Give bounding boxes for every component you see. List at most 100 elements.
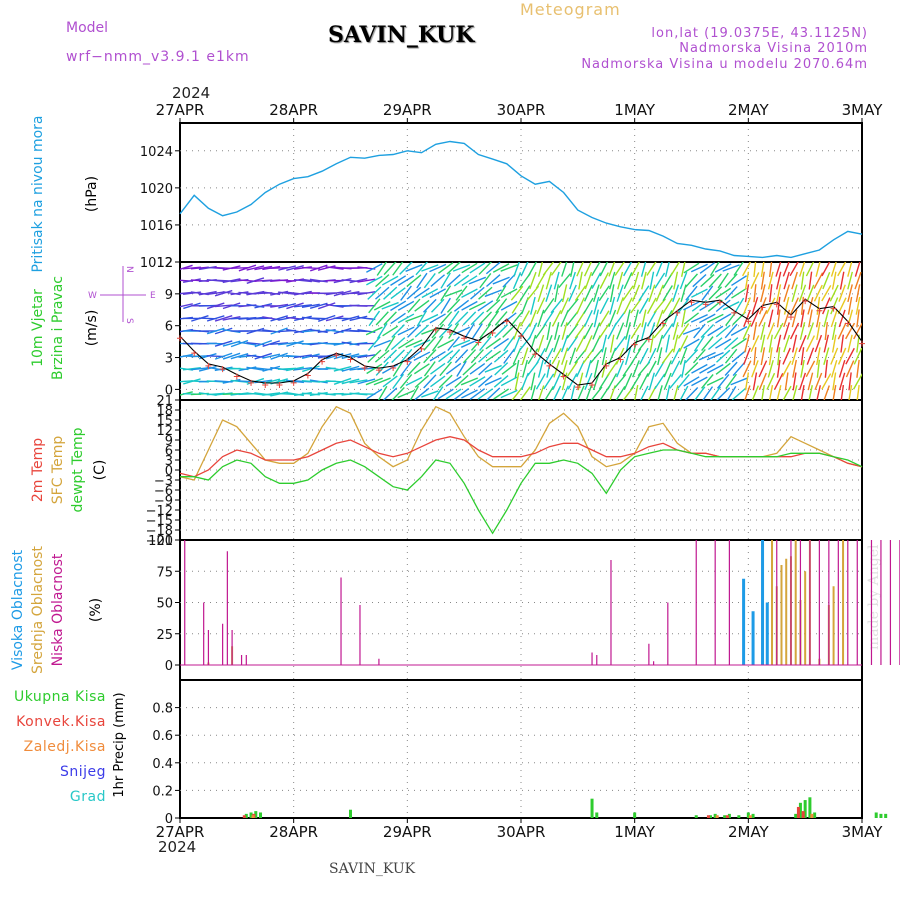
- wind-arrow: [365, 377, 383, 386]
- wind-arrow: [682, 327, 701, 335]
- precip-bar: [633, 812, 637, 818]
- wind-arrow: [357, 278, 376, 283]
- precip-bar: [694, 815, 698, 818]
- wind-arrow: [813, 284, 823, 302]
- clouds-frame: [179, 539, 863, 681]
- wind-arrow: [638, 285, 650, 302]
- wind-arrow: [776, 359, 781, 378]
- wind-arrow: [414, 287, 430, 299]
- wind-arrow: [798, 262, 806, 277]
- wind-arrow: [530, 372, 536, 391]
- wind-arrow: [511, 386, 524, 400]
- wind-arrow: [413, 339, 431, 348]
- wind-arrow: [632, 334, 640, 353]
- temperature-y-tick-label: −9: [154, 494, 173, 509]
- wind-arrow: [464, 323, 475, 339]
- precip-bar: [808, 797, 812, 818]
- precip-bar: [803, 800, 807, 818]
- wind-arrow: [530, 296, 536, 315]
- wind-arrow: [848, 372, 852, 391]
- wind-arrow: [446, 274, 461, 288]
- wind-arrow: [405, 264, 423, 272]
- temp-ylabel: 2m Temp: [30, 438, 46, 502]
- wind-arrow: [701, 374, 714, 389]
- wind-arrow: [214, 289, 233, 297]
- wind-arrow: [382, 375, 398, 388]
- wind-arrow: [845, 322, 856, 340]
- pressure-panel: [179, 122, 863, 263]
- wind-arrow: [776, 385, 782, 400]
- wind-arrow: [824, 359, 828, 378]
- wind-arrow: [416, 310, 428, 327]
- wind-arrow: [599, 272, 609, 289]
- wind-arrow: [513, 334, 521, 353]
- cloud-bar: [667, 602, 669, 665]
- precip-bar: [884, 813, 888, 818]
- wind-arrow: [553, 334, 561, 353]
- wind-arrow: [784, 372, 789, 391]
- wind-arrow: [246, 366, 265, 372]
- wind-arrow: [439, 311, 453, 326]
- cloud-bar: [804, 571, 807, 665]
- wind-arrow: [791, 284, 798, 303]
- wind-arrow: [437, 338, 454, 349]
- cloud-bar: [765, 602, 769, 665]
- wind-arrow: [655, 284, 664, 302]
- wind-arrow: [554, 322, 560, 340]
- wind-arrow: [684, 349, 699, 364]
- wind-arrow: [537, 359, 544, 378]
- wind-arrow: [855, 296, 861, 315]
- precip-bar: [251, 815, 255, 818]
- wind-arrow: [640, 262, 647, 277]
- wind-arrow: [246, 392, 265, 396]
- wind-arrow: [709, 262, 720, 277]
- wind-arrow: [742, 262, 752, 277]
- wind-arrow: [585, 385, 593, 400]
- wind-arrow: [656, 334, 664, 353]
- wind-arrow: [454, 349, 469, 364]
- wind-ylabel: Brzina i Pravac: [50, 276, 66, 380]
- wind-arrow: [744, 372, 750, 391]
- wind-arrow: [566, 298, 579, 314]
- wind-arrow: [469, 363, 486, 375]
- wind-arrow: [421, 264, 439, 272]
- wind-arrow: [392, 373, 405, 390]
- cloud-bar: [880, 540, 882, 665]
- wind-arrow: [691, 376, 708, 387]
- wind-arrow: [405, 339, 423, 348]
- wind-gust-marker: [574, 384, 581, 391]
- wind-arrow: [575, 335, 586, 352]
- wind-arrow: [537, 334, 545, 353]
- wind-arrow: [583, 262, 592, 277]
- precip-bar: [879, 813, 883, 818]
- wind-arrow: [414, 299, 430, 312]
- x-tick-label-top: 3MAY: [842, 101, 884, 119]
- precip-bar: [748, 815, 752, 818]
- cloud-bar: [751, 611, 755, 665]
- wind-arrow: [485, 337, 501, 350]
- wind-arrow: [683, 376, 700, 387]
- wind-arrow: [429, 288, 446, 299]
- wind-arrow: [715, 324, 731, 338]
- wind-arrow: [479, 323, 492, 339]
- wind-arrow: [333, 277, 352, 284]
- wind-arrow: [673, 271, 679, 290]
- clouds-panel: [179, 539, 863, 681]
- wind-arrow: [406, 274, 422, 287]
- wind-arrow: [672, 284, 680, 302]
- wind-arrow: [333, 290, 352, 297]
- wind-arrow: [407, 324, 421, 338]
- wind-arrow: [799, 322, 806, 340]
- wind-arrow: [608, 262, 616, 277]
- wind-arrow: [198, 290, 217, 296]
- wind-arrow: [406, 286, 422, 300]
- wind-arrow: [214, 352, 233, 360]
- wind-arrow: [368, 310, 381, 327]
- wind-arrow: [430, 362, 446, 375]
- wind-arrow: [368, 298, 381, 314]
- wind-arrow: [349, 354, 368, 358]
- clouds-y-tick-label: 100: [148, 534, 173, 549]
- wind-arrow: [383, 286, 398, 300]
- pressure-y-tick-label: 1020: [140, 182, 173, 197]
- wind-arrow: [469, 301, 486, 311]
